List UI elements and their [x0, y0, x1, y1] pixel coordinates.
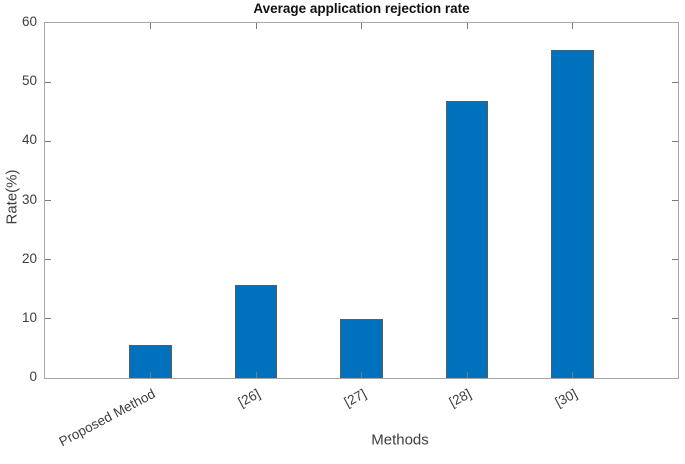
y-tick-label: 10: [21, 309, 37, 325]
x-tick-mark: [361, 372, 362, 378]
x-axis-label: Methods: [371, 431, 429, 449]
chart-title: Average application rejection rate: [253, 1, 470, 16]
x-tick-label: [26]: [236, 386, 264, 410]
y-tick-mark: [45, 81, 51, 83]
y-tick-mark: [45, 259, 51, 261]
x-tick-mark: [255, 23, 257, 29]
x-tick-label: [27]: [341, 386, 369, 410]
y-tick-mark: [672, 259, 678, 261]
y-tick-mark: [45, 140, 51, 142]
plot-area: [44, 22, 679, 379]
x-tick-mark: [255, 372, 257, 378]
x-tick-mark: [572, 23, 573, 29]
y-tick-mark: [672, 200, 678, 201]
bar-28: [445, 100, 489, 378]
y-tick-mark: [672, 318, 678, 320]
x-tick-mark: [150, 372, 151, 378]
bar-30: [551, 50, 594, 378]
y-tick-mark: [45, 200, 51, 201]
x-tick-mark: [466, 372, 468, 378]
y-tick-label: 50: [21, 73, 37, 89]
x-tick-label: Proposed Method: [56, 386, 158, 450]
x-tick-mark: [361, 23, 362, 29]
y-tick-label: 20: [21, 250, 37, 266]
y-tick-mark: [672, 81, 678, 83]
x-tick-mark: [150, 23, 151, 29]
y-tick-label: 60: [21, 14, 37, 29]
y-tick-mark: [672, 140, 678, 142]
y-tick-label: 40: [21, 132, 37, 148]
y-tick-mark: [45, 318, 51, 320]
x-tick-label: [28]: [447, 386, 475, 410]
bar-27: [340, 319, 383, 378]
y-tick-label: 0: [29, 369, 37, 384]
y-tick-label: 30: [21, 191, 37, 207]
x-tick-mark: [466, 23, 468, 29]
bar-26: [234, 284, 278, 378]
x-tick-label: [30]: [552, 386, 580, 410]
x-tick-mark: [572, 372, 573, 378]
